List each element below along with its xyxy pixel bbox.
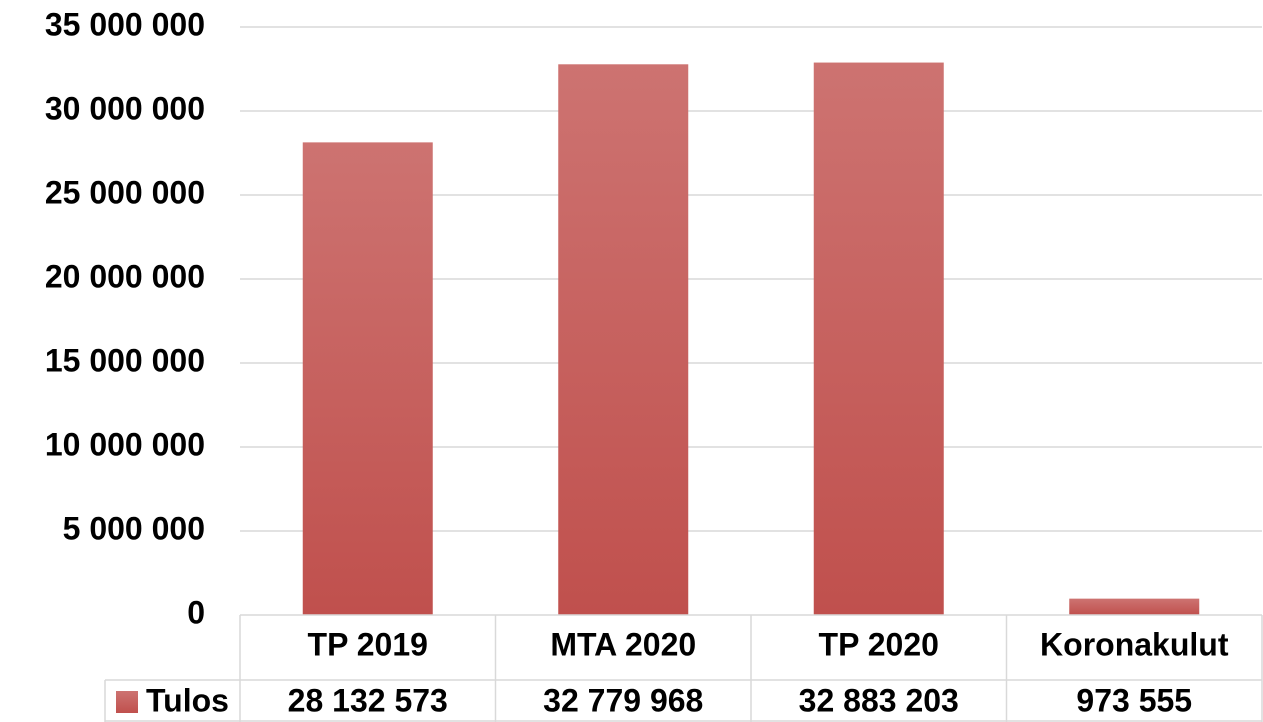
- table-value: 32 883 203: [799, 682, 959, 718]
- table-value: 28 132 573: [288, 682, 448, 718]
- y-tick-label: 0: [187, 594, 205, 630]
- legend-label: Tulos: [146, 682, 229, 718]
- y-tick-label: 10 000 000: [45, 426, 205, 462]
- bar: [302, 142, 433, 615]
- x-tick-label: MTA 2020: [550, 626, 696, 662]
- y-tick-label: 25 000 000: [45, 174, 205, 210]
- x-tick-label: TP 2020: [819, 626, 939, 662]
- x-tick-label: TP 2019: [308, 626, 428, 662]
- y-tick-label: 15 000 000: [45, 342, 205, 378]
- table-value: 32 779 968: [543, 682, 703, 718]
- bar: [558, 64, 689, 616]
- legend-key: [116, 691, 138, 713]
- y-tick-label: 30 000 000: [45, 90, 205, 126]
- y-tick-label: 35 000 000: [45, 6, 205, 42]
- y-tick-label: 20 000 000: [45, 258, 205, 294]
- bar: [1069, 598, 1200, 615]
- bar: [813, 62, 944, 615]
- y-tick-label: 5 000 000: [63, 510, 205, 546]
- table-value: 973 555: [1076, 682, 1192, 718]
- x-tick-label: Koronakulut: [1040, 626, 1229, 662]
